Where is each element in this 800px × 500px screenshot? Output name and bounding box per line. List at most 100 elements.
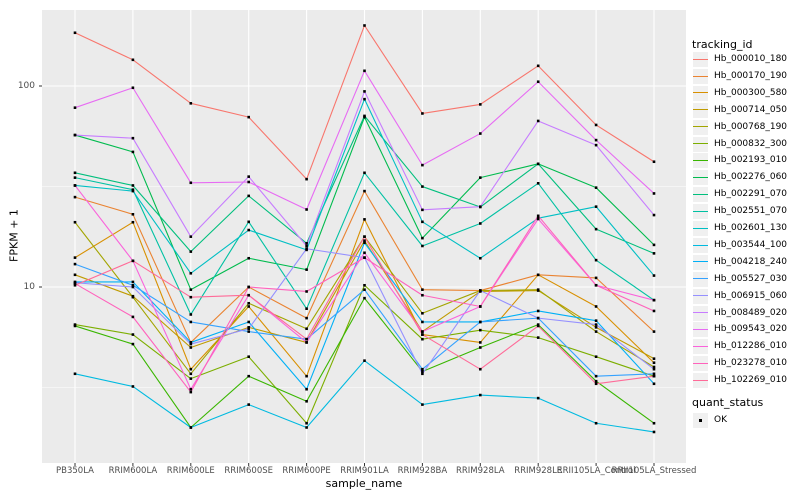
data-point	[305, 374, 308, 378]
legend-key-line-icon	[693, 345, 708, 347]
data-point	[247, 285, 250, 289]
data-point	[652, 252, 656, 255]
data-point	[536, 336, 540, 339]
legend-title: tracking_id	[692, 38, 753, 51]
data-point	[421, 112, 424, 115]
y-axis-title: FPKM + 1	[7, 209, 21, 262]
data-point	[594, 323, 598, 326]
data-point	[594, 276, 598, 280]
data-point	[247, 194, 250, 198]
legend-key	[693, 322, 708, 338]
legend-key-line-icon	[693, 227, 708, 229]
legend-item-label: Hb_012286_010	[714, 341, 788, 352]
data-point	[421, 220, 424, 224]
data-point	[652, 192, 656, 195]
data-point	[652, 367, 656, 371]
data-point	[594, 138, 598, 142]
x-tick-label: RRIM901LA	[340, 466, 389, 476]
data-point	[189, 271, 193, 275]
data-point	[536, 324, 540, 328]
legend-item-label: Hb_002193_010	[714, 155, 788, 166]
legend-key	[693, 153, 708, 169]
data-point	[363, 97, 366, 101]
data-point	[247, 305, 250, 308]
data-point	[363, 171, 366, 175]
data-point	[73, 106, 77, 109]
legend-key	[693, 237, 708, 253]
data-point	[421, 185, 424, 188]
data-point	[189, 181, 193, 185]
legend-key	[693, 356, 708, 372]
legend-key-line-icon	[693, 126, 708, 128]
legend-item-label: Hb_023278_010	[714, 358, 788, 369]
data-point	[189, 426, 193, 429]
data-point	[247, 330, 250, 333]
legend-key-line-icon	[693, 109, 708, 111]
data-point	[536, 214, 540, 218]
y-tick-label: 10	[23, 281, 35, 292]
legend-item-label: Hb_002291_070	[714, 189, 788, 200]
data-point	[131, 283, 135, 287]
data-point	[536, 288, 540, 291]
data-point	[131, 189, 135, 193]
data-point	[536, 80, 540, 84]
legend-item-label: Hb_000300_580	[714, 87, 788, 98]
data-point	[131, 184, 135, 187]
legend-key	[693, 119, 708, 135]
data-point	[305, 247, 308, 251]
data-point	[305, 426, 308, 429]
legend-key	[693, 187, 708, 203]
legend-item-label: Hb_003544_100	[714, 239, 788, 250]
data-point	[594, 227, 598, 231]
data-point	[479, 132, 482, 135]
legend-key	[693, 68, 708, 84]
data-point	[189, 372, 193, 376]
data-point	[189, 377, 193, 380]
data-point	[479, 205, 482, 208]
legend-key-line-icon	[693, 244, 708, 246]
legend-key-line-icon	[693, 58, 708, 60]
legend-key-line-icon	[693, 379, 708, 381]
data-point	[594, 355, 598, 359]
data-point	[652, 365, 656, 369]
data-point	[536, 182, 540, 185]
data-point	[247, 175, 250, 178]
data-point	[73, 262, 77, 266]
quant-legend-key	[693, 413, 708, 428]
legend-item-label: Hb_000010_180	[714, 54, 788, 64]
data-point	[247, 293, 250, 297]
data-point	[536, 217, 540, 221]
legend-key-line-icon	[693, 143, 708, 145]
data-point	[73, 220, 77, 224]
data-point	[247, 326, 250, 329]
data-point	[189, 346, 193, 349]
data-point	[479, 289, 482, 292]
data-point	[363, 235, 366, 238]
data-point	[73, 273, 77, 277]
data-point	[131, 150, 135, 154]
data-point	[536, 323, 540, 326]
data-point	[652, 298, 656, 302]
legend-key-line-icon	[693, 329, 708, 331]
data-point	[189, 320, 193, 324]
data-point	[652, 361, 656, 365]
data-point	[305, 177, 308, 181]
data-point	[421, 370, 424, 373]
data-point	[363, 283, 366, 287]
data-point	[363, 359, 366, 362]
data-point	[652, 421, 656, 425]
data-point	[363, 69, 366, 73]
data-point	[536, 162, 540, 166]
x-tick-label: RRII105LA_Control	[556, 466, 636, 476]
legend-key	[693, 221, 708, 236]
legend-item-label: Hb_002601_130	[714, 223, 788, 233]
data-point	[421, 311, 424, 315]
data-point	[131, 295, 135, 299]
data-point	[247, 115, 250, 119]
legend-item-label: Hb_005527_030	[714, 273, 788, 284]
data-point	[247, 256, 250, 260]
data-point	[305, 341, 308, 344]
data-point	[421, 372, 424, 376]
data-point	[594, 374, 598, 378]
